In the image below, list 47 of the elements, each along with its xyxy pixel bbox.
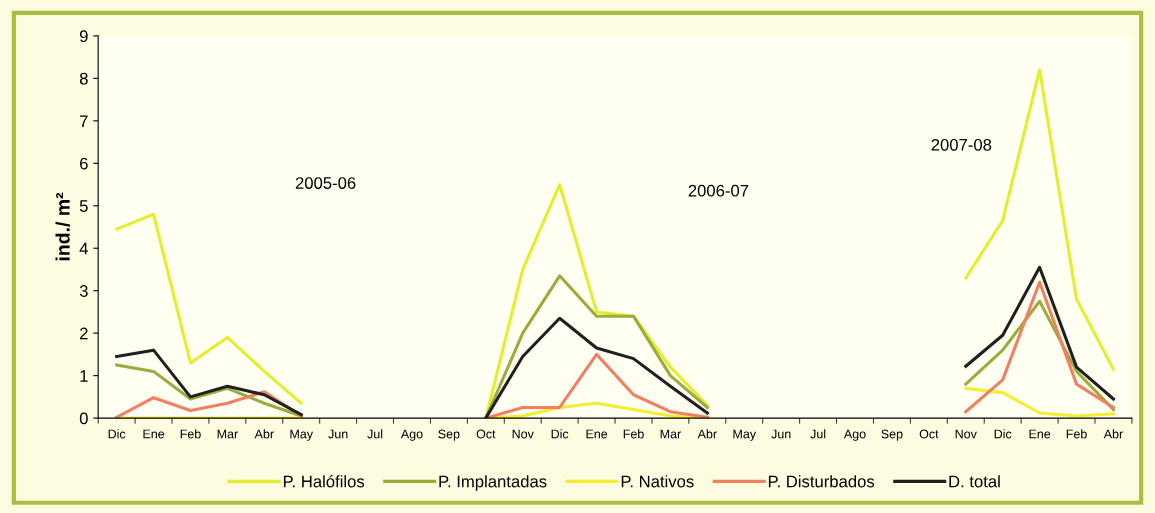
x-tick-label: Ago xyxy=(843,429,866,441)
x-tick-label: May xyxy=(290,429,314,441)
y-tick-label: 5 xyxy=(79,200,88,212)
x-tick-label: Ene xyxy=(1029,429,1051,439)
x-tick-label: Abr xyxy=(697,429,717,439)
annotation: 2005-06 xyxy=(295,177,356,189)
y-tick-label: 3 xyxy=(79,285,88,297)
y-tick-label: 2 xyxy=(80,327,88,340)
x-tick-label: Sep xyxy=(438,429,460,441)
x-tick-label: Ago xyxy=(400,429,423,441)
x-tick-label: Jul xyxy=(810,429,826,439)
legend-label: P. Implantadas xyxy=(439,475,547,491)
x-tick-label: Jul xyxy=(367,429,383,439)
x-tick-label: Mar xyxy=(217,429,238,439)
x-tick-label: Abr xyxy=(254,429,274,439)
y-tick-label: 0 xyxy=(79,412,88,425)
x-tick-label: Dic xyxy=(108,429,126,439)
x-tick-label: Jun xyxy=(771,429,791,439)
y-tick-label: 9 xyxy=(79,30,88,43)
annotation: 2006-07 xyxy=(688,184,749,197)
x-tick-label: Mar xyxy=(660,429,681,439)
legend-label: P. Nativos xyxy=(621,475,694,488)
x-tick-label: Sep xyxy=(881,429,903,441)
x-tick-label: Nov xyxy=(512,429,534,439)
x-tick-label: May xyxy=(733,429,757,441)
x-tick-label: Dic xyxy=(551,429,569,439)
y-tick-label: 1 xyxy=(80,370,88,382)
x-tick-label: Jun xyxy=(328,429,348,439)
legend-label: P. Disturbados xyxy=(768,475,875,488)
annotation: 2007-08 xyxy=(931,138,992,151)
x-tick-label: Abr xyxy=(1103,429,1123,439)
y-tick-label: 7 xyxy=(80,115,88,127)
x-tick-label: Dic xyxy=(994,429,1012,439)
x-tick-label: Oct xyxy=(919,429,939,439)
y-tick-label: 4 xyxy=(79,242,88,255)
x-tick-label: Feb xyxy=(180,429,201,439)
y-axis-title: ind./ m² xyxy=(55,192,70,261)
legend-label: P. Halófilos xyxy=(283,474,365,488)
x-tick-label: Ene xyxy=(586,429,608,439)
x-tick-label: Oct xyxy=(476,429,496,439)
x-tick-label: Ene xyxy=(143,429,165,439)
x-tick-label: Feb xyxy=(1066,429,1087,439)
y-tick-label: 8 xyxy=(79,72,88,85)
y-tick-label: 6 xyxy=(80,157,88,170)
legend-label: D. total xyxy=(949,475,1000,488)
x-tick-label: Feb xyxy=(623,429,644,439)
x-tick-label: Nov xyxy=(955,429,977,439)
